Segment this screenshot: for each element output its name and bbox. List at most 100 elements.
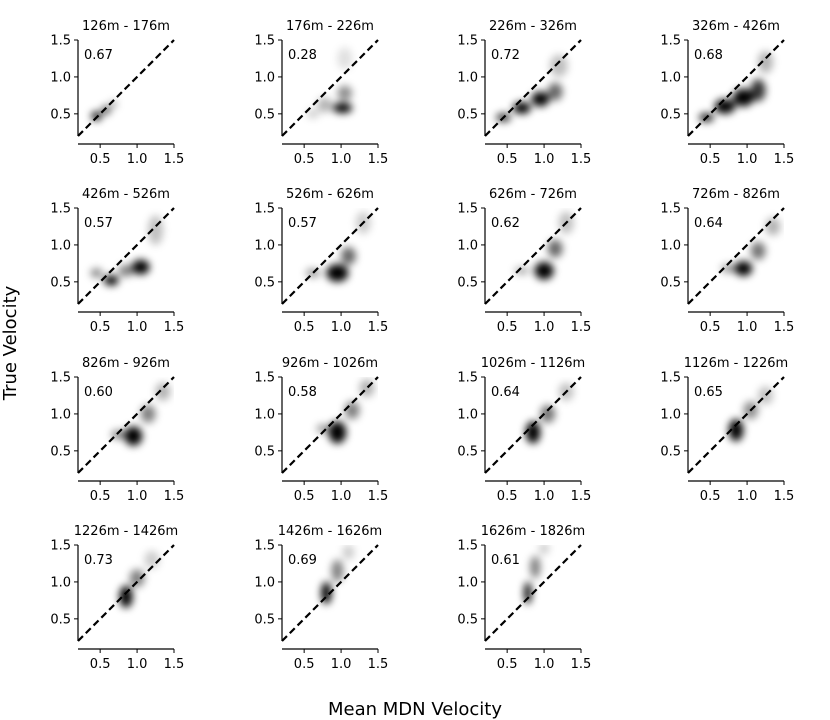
y-tick-label: 1.5 xyxy=(660,202,681,217)
panel-title: 1226m - 1426m xyxy=(74,524,178,539)
density-blob xyxy=(155,382,171,401)
y-tick-label: 1.0 xyxy=(254,238,275,253)
x-tick-label: 0.5 xyxy=(90,489,111,504)
x-tick-label: 0.5 xyxy=(294,489,315,504)
density-blob xyxy=(140,405,156,423)
density-blob xyxy=(90,268,103,278)
density-blob xyxy=(337,47,353,70)
panel: 0.5 1.0 1.5 0.5 1.0 1.5 826m - 926m 0.60 xyxy=(50,356,184,504)
x-axis-label: Mean MDN Velocity xyxy=(328,699,502,720)
x-tick-label: 0.5 xyxy=(497,657,518,672)
x-tick-label: 1.5 xyxy=(164,657,185,672)
x-tick-label: 1.5 xyxy=(164,489,185,504)
density-blob xyxy=(547,239,563,258)
y-tick-label: 0.5 xyxy=(254,107,275,122)
density-blob xyxy=(530,556,541,579)
y-tick-label: 1.0 xyxy=(457,70,478,85)
correlation-annotation: 0.60 xyxy=(84,385,113,400)
density-cloud xyxy=(321,545,355,605)
panel: 0.5 1.0 1.5 0.5 1.0 1.5 176m - 226m 0.28 xyxy=(254,19,388,167)
x-tick-label: 1.0 xyxy=(331,320,352,335)
density-cloud xyxy=(525,382,574,444)
identity-line xyxy=(77,544,175,642)
identity-line xyxy=(484,39,582,137)
density-blob xyxy=(103,275,119,286)
density-blob xyxy=(540,405,556,423)
y-tick-label: 1.0 xyxy=(50,575,71,590)
y-tick-label: 1.5 xyxy=(457,34,478,49)
density-blob xyxy=(305,268,321,278)
y-tick-label: 0.5 xyxy=(457,275,478,290)
x-tick-label: 1.5 xyxy=(164,320,185,335)
x-tick-label: 0.5 xyxy=(497,320,518,335)
y-tick-label: 1.0 xyxy=(50,238,71,253)
y-tick-label: 1.5 xyxy=(50,34,71,49)
x-tick-label: 0.5 xyxy=(90,152,111,167)
panel-title: 1426m - 1626m xyxy=(278,524,382,539)
density-blob xyxy=(750,241,766,260)
y-tick-label: 1.0 xyxy=(660,407,681,422)
density-blob xyxy=(549,54,568,77)
y-tick-label: 1.5 xyxy=(50,371,71,386)
y-tick-label: 1.5 xyxy=(457,371,478,386)
density-cloud xyxy=(721,217,781,276)
correlation-annotation: 0.28 xyxy=(288,48,317,63)
y-axis-label: True Velocity xyxy=(0,285,21,401)
identity-line xyxy=(281,376,379,474)
x-tick-label: 1.0 xyxy=(127,320,148,335)
y-tick-label: 0.5 xyxy=(457,612,478,627)
density-blob xyxy=(144,550,160,569)
panel-title: 426m - 526m xyxy=(82,187,170,202)
y-tick-label: 1.0 xyxy=(254,575,275,590)
x-tick-label: 0.5 xyxy=(90,657,111,672)
x-tick-label: 1.0 xyxy=(534,489,555,504)
y-tick-label: 1.0 xyxy=(254,70,275,85)
panel-title: 926m - 1026m xyxy=(282,356,378,371)
identity-line xyxy=(484,544,582,642)
density-blob xyxy=(728,419,744,442)
correlation-annotation: 0.57 xyxy=(84,216,113,231)
density-blob xyxy=(714,99,736,114)
density-blob xyxy=(307,109,319,119)
density-cloud xyxy=(316,379,375,444)
density-blob xyxy=(131,259,150,275)
identity-line xyxy=(281,207,379,305)
y-tick-label: 1.0 xyxy=(254,407,275,422)
panel-title: 1026m - 1126m xyxy=(481,356,585,371)
density-blob xyxy=(750,79,766,102)
correlation-annotation: 0.64 xyxy=(694,216,723,231)
identity-line xyxy=(77,376,175,474)
correlation-annotation: 0.68 xyxy=(694,48,723,63)
density-blob xyxy=(538,545,550,555)
density-blob xyxy=(118,264,134,277)
x-tick-label: 0.5 xyxy=(294,657,315,672)
density-cloud xyxy=(111,382,171,446)
y-tick-label: 1.5 xyxy=(50,539,71,554)
y-tick-label: 1.5 xyxy=(254,34,275,49)
density-blob xyxy=(331,559,344,582)
x-tick-label: 0.5 xyxy=(700,489,721,504)
x-tick-label: 1.0 xyxy=(534,657,555,672)
x-tick-label: 1.5 xyxy=(774,489,795,504)
density-blob xyxy=(547,82,563,101)
panel: 0.5 1.0 1.5 0.5 1.0 1.5 226m - 326m 0.72 xyxy=(457,19,591,167)
panel: 0.5 1.0 1.5 0.5 1.0 1.5 126m - 176m 0.67 xyxy=(50,19,184,167)
y-tick-label: 0.5 xyxy=(660,444,681,459)
panel-title: 126m - 176m xyxy=(82,19,170,34)
x-tick-label: 0.5 xyxy=(700,320,721,335)
correlation-annotation: 0.69 xyxy=(288,553,317,568)
x-tick-label: 1.5 xyxy=(571,320,592,335)
x-tick-label: 1.0 xyxy=(127,489,148,504)
y-tick-label: 1.5 xyxy=(660,34,681,49)
x-tick-label: 1.0 xyxy=(737,489,758,504)
x-tick-label: 0.5 xyxy=(294,152,315,167)
density-blob xyxy=(765,217,781,236)
panel-title: 626m - 726m xyxy=(489,187,577,202)
panel: 0.5 1.0 1.5 0.5 1.0 1.5 326m - 426m 0.68 xyxy=(660,19,794,167)
panel-title: 176m - 226m xyxy=(286,19,374,34)
x-tick-label: 1.5 xyxy=(774,320,795,335)
density-blob xyxy=(734,261,753,276)
